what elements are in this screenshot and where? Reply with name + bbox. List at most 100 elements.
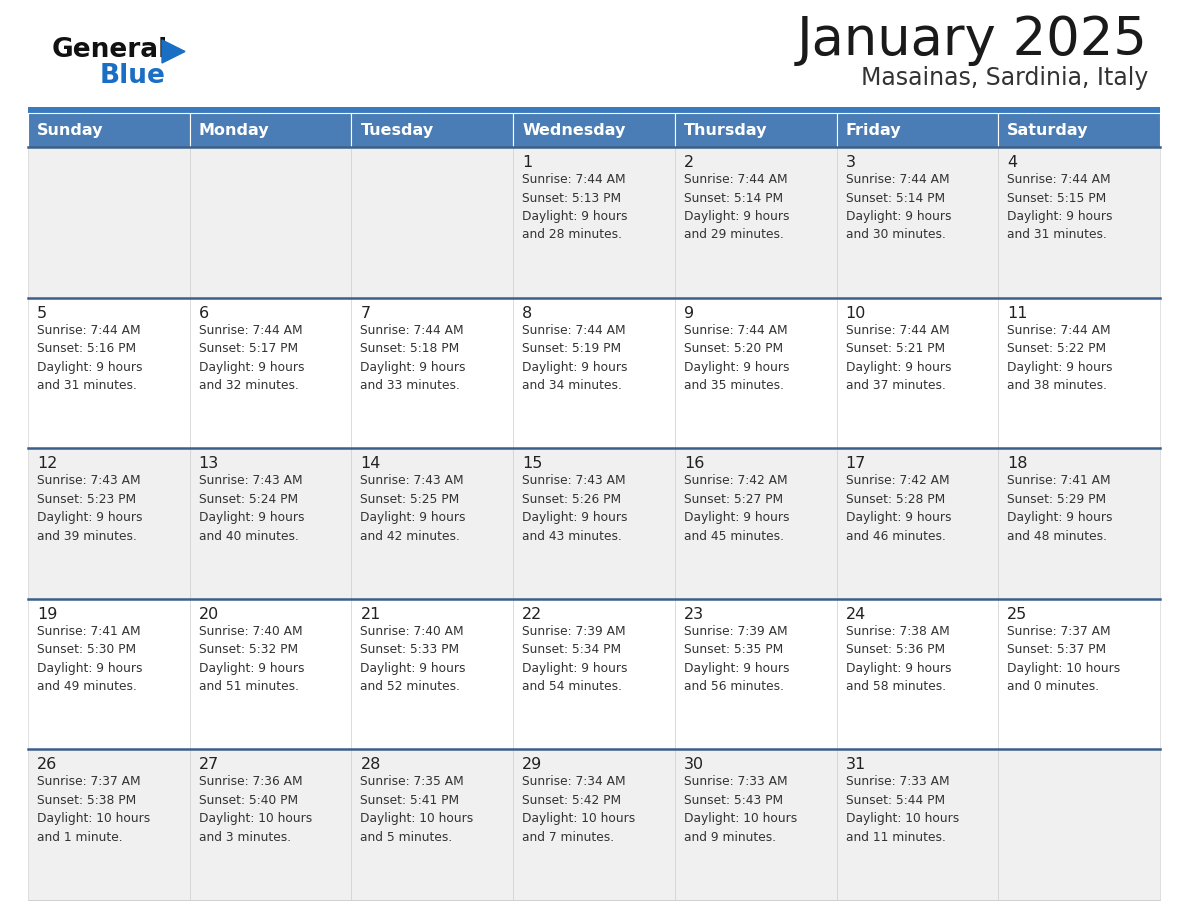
Text: 7: 7: [360, 306, 371, 320]
Text: Sunrise: 7:44 AM
Sunset: 5:13 PM
Daylight: 9 hours
and 28 minutes.: Sunrise: 7:44 AM Sunset: 5:13 PM Dayligh…: [523, 173, 627, 241]
Bar: [352, 749, 513, 900]
Text: 4: 4: [1007, 155, 1017, 170]
Text: Sunrise: 7:44 AM
Sunset: 5:19 PM
Daylight: 9 hours
and 34 minutes.: Sunrise: 7:44 AM Sunset: 5:19 PM Dayligh…: [523, 324, 627, 392]
Text: Sunrise: 7:44 AM
Sunset: 5:14 PM
Daylight: 9 hours
and 29 minutes.: Sunrise: 7:44 AM Sunset: 5:14 PM Dayligh…: [684, 173, 789, 241]
Text: Sunrise: 7:44 AM
Sunset: 5:17 PM
Daylight: 9 hours
and 32 minutes.: Sunrise: 7:44 AM Sunset: 5:17 PM Dayligh…: [198, 324, 304, 392]
Bar: [836, 749, 998, 900]
Bar: [29, 113, 190, 147]
Text: Monday: Monday: [198, 122, 270, 138]
Text: Sunrise: 7:34 AM
Sunset: 5:42 PM
Daylight: 10 hours
and 7 minutes.: Sunrise: 7:34 AM Sunset: 5:42 PM Dayligh…: [523, 776, 636, 844]
Text: Sunrise: 7:44 AM
Sunset: 5:21 PM
Daylight: 9 hours
and 37 minutes.: Sunrise: 7:44 AM Sunset: 5:21 PM Dayligh…: [846, 324, 952, 392]
Text: 26: 26: [37, 757, 57, 772]
Bar: [190, 113, 352, 147]
Text: Sunrise: 7:43 AM
Sunset: 5:23 PM
Daylight: 9 hours
and 39 minutes.: Sunrise: 7:43 AM Sunset: 5:23 PM Dayligh…: [37, 475, 143, 543]
Bar: [675, 448, 836, 599]
Text: Sunrise: 7:44 AM
Sunset: 5:18 PM
Daylight: 9 hours
and 33 minutes.: Sunrise: 7:44 AM Sunset: 5:18 PM Dayligh…: [360, 324, 466, 392]
Bar: [836, 147, 998, 297]
Text: Sunrise: 7:35 AM
Sunset: 5:41 PM
Daylight: 10 hours
and 5 minutes.: Sunrise: 7:35 AM Sunset: 5:41 PM Dayligh…: [360, 776, 474, 844]
Text: Sunrise: 7:37 AM
Sunset: 5:38 PM
Daylight: 10 hours
and 1 minute.: Sunrise: 7:37 AM Sunset: 5:38 PM Dayligh…: [37, 776, 150, 844]
Bar: [675, 113, 836, 147]
Bar: [352, 448, 513, 599]
Bar: [513, 147, 675, 297]
Text: 13: 13: [198, 456, 219, 471]
Polygon shape: [162, 40, 185, 63]
Bar: [190, 147, 352, 297]
Bar: [29, 107, 1159, 113]
Bar: [836, 448, 998, 599]
Text: 12: 12: [37, 456, 57, 471]
Text: Sunrise: 7:41 AM
Sunset: 5:30 PM
Daylight: 9 hours
and 49 minutes.: Sunrise: 7:41 AM Sunset: 5:30 PM Dayligh…: [37, 625, 143, 693]
Text: Tuesday: Tuesday: [360, 122, 434, 138]
Bar: [190, 448, 352, 599]
Text: Sunrise: 7:38 AM
Sunset: 5:36 PM
Daylight: 9 hours
and 58 minutes.: Sunrise: 7:38 AM Sunset: 5:36 PM Dayligh…: [846, 625, 952, 693]
Text: 27: 27: [198, 757, 219, 772]
Text: Sunrise: 7:44 AM
Sunset: 5:22 PM
Daylight: 9 hours
and 38 minutes.: Sunrise: 7:44 AM Sunset: 5:22 PM Dayligh…: [1007, 324, 1113, 392]
Bar: [352, 297, 513, 448]
Bar: [513, 297, 675, 448]
Text: 14: 14: [360, 456, 381, 471]
Bar: [836, 297, 998, 448]
Text: Sunrise: 7:40 AM
Sunset: 5:33 PM
Daylight: 9 hours
and 52 minutes.: Sunrise: 7:40 AM Sunset: 5:33 PM Dayligh…: [360, 625, 466, 693]
Text: Sunrise: 7:33 AM
Sunset: 5:44 PM
Daylight: 10 hours
and 11 minutes.: Sunrise: 7:33 AM Sunset: 5:44 PM Dayligh…: [846, 776, 959, 844]
Text: 20: 20: [198, 607, 219, 621]
Bar: [513, 599, 675, 749]
Text: Sunrise: 7:43 AM
Sunset: 5:26 PM
Daylight: 9 hours
and 43 minutes.: Sunrise: 7:43 AM Sunset: 5:26 PM Dayligh…: [523, 475, 627, 543]
Bar: [29, 297, 190, 448]
Bar: [998, 297, 1159, 448]
Text: 9: 9: [684, 306, 694, 320]
Text: 22: 22: [523, 607, 543, 621]
Text: 31: 31: [846, 757, 866, 772]
Text: January 2025: January 2025: [797, 14, 1148, 66]
Bar: [352, 113, 513, 147]
Text: 6: 6: [198, 306, 209, 320]
Bar: [29, 749, 190, 900]
Text: 2: 2: [684, 155, 694, 170]
Bar: [998, 147, 1159, 297]
Text: 18: 18: [1007, 456, 1028, 471]
Text: Masainas, Sardinia, Italy: Masainas, Sardinia, Italy: [860, 66, 1148, 90]
Text: Sunrise: 7:44 AM
Sunset: 5:16 PM
Daylight: 9 hours
and 31 minutes.: Sunrise: 7:44 AM Sunset: 5:16 PM Dayligh…: [37, 324, 143, 392]
Text: 21: 21: [360, 607, 381, 621]
Text: 3: 3: [846, 155, 855, 170]
Text: 30: 30: [684, 757, 704, 772]
Text: Sunrise: 7:42 AM
Sunset: 5:27 PM
Daylight: 9 hours
and 45 minutes.: Sunrise: 7:42 AM Sunset: 5:27 PM Dayligh…: [684, 475, 789, 543]
Bar: [675, 147, 836, 297]
Text: Thursday: Thursday: [684, 122, 767, 138]
Text: 10: 10: [846, 306, 866, 320]
Bar: [998, 113, 1159, 147]
Text: Wednesday: Wednesday: [523, 122, 626, 138]
Text: Sunrise: 7:36 AM
Sunset: 5:40 PM
Daylight: 10 hours
and 3 minutes.: Sunrise: 7:36 AM Sunset: 5:40 PM Dayligh…: [198, 776, 312, 844]
Text: 1: 1: [523, 155, 532, 170]
Bar: [675, 599, 836, 749]
Text: Sunrise: 7:43 AM
Sunset: 5:24 PM
Daylight: 9 hours
and 40 minutes.: Sunrise: 7:43 AM Sunset: 5:24 PM Dayligh…: [198, 475, 304, 543]
Bar: [190, 599, 352, 749]
Text: Sunrise: 7:40 AM
Sunset: 5:32 PM
Daylight: 9 hours
and 51 minutes.: Sunrise: 7:40 AM Sunset: 5:32 PM Dayligh…: [198, 625, 304, 693]
Bar: [29, 448, 190, 599]
Text: 17: 17: [846, 456, 866, 471]
Text: Sunrise: 7:42 AM
Sunset: 5:28 PM
Daylight: 9 hours
and 46 minutes.: Sunrise: 7:42 AM Sunset: 5:28 PM Dayligh…: [846, 475, 952, 543]
Bar: [998, 599, 1159, 749]
Text: Sunrise: 7:33 AM
Sunset: 5:43 PM
Daylight: 10 hours
and 9 minutes.: Sunrise: 7:33 AM Sunset: 5:43 PM Dayligh…: [684, 776, 797, 844]
Bar: [513, 749, 675, 900]
Text: 24: 24: [846, 607, 866, 621]
Bar: [29, 147, 190, 297]
Bar: [675, 749, 836, 900]
Text: 11: 11: [1007, 306, 1028, 320]
Text: Sunrise: 7:41 AM
Sunset: 5:29 PM
Daylight: 9 hours
and 48 minutes.: Sunrise: 7:41 AM Sunset: 5:29 PM Dayligh…: [1007, 475, 1113, 543]
Bar: [352, 599, 513, 749]
Text: Sunrise: 7:43 AM
Sunset: 5:25 PM
Daylight: 9 hours
and 42 minutes.: Sunrise: 7:43 AM Sunset: 5:25 PM Dayligh…: [360, 475, 466, 543]
Text: 16: 16: [684, 456, 704, 471]
Text: 19: 19: [37, 607, 57, 621]
Text: 8: 8: [523, 306, 532, 320]
Text: Sunrise: 7:39 AM
Sunset: 5:35 PM
Daylight: 9 hours
and 56 minutes.: Sunrise: 7:39 AM Sunset: 5:35 PM Dayligh…: [684, 625, 789, 693]
Text: 25: 25: [1007, 607, 1028, 621]
Text: 5: 5: [37, 306, 48, 320]
Bar: [836, 599, 998, 749]
Text: Friday: Friday: [846, 122, 902, 138]
Bar: [352, 147, 513, 297]
Text: Blue: Blue: [100, 63, 166, 89]
Bar: [513, 113, 675, 147]
Text: 29: 29: [523, 757, 543, 772]
Bar: [190, 297, 352, 448]
Bar: [190, 749, 352, 900]
